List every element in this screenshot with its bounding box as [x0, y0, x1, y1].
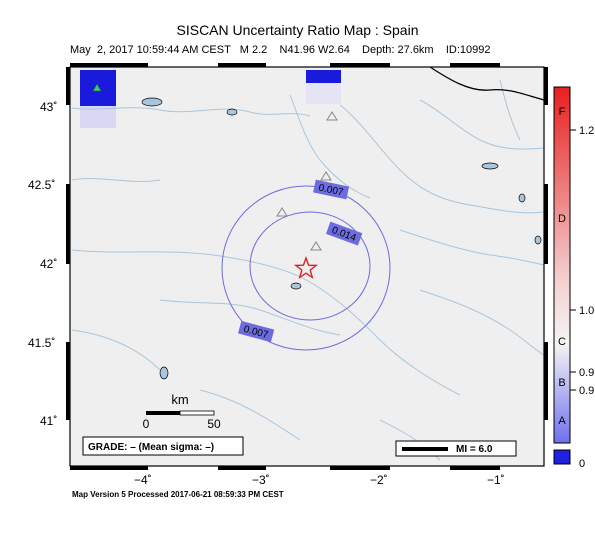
grade-box: GRADE: – (Mean sigma: –): [82, 436, 244, 456]
contour-label: 0.007: [313, 179, 350, 200]
lat-tick-label: 41˚: [40, 414, 57, 428]
uncertainty-cell: [306, 70, 341, 83]
event-subtitle: May 2, 2017 10:59:44 AM CEST M 2.2 N41.9…: [70, 44, 491, 56]
station-triangle-icon: [320, 171, 332, 181]
contour-inner: [249, 211, 371, 321]
svg-text:MI = 6.0: MI = 6.0: [456, 444, 493, 455]
colorbar-value: 0.9: [579, 385, 594, 397]
map-frame: [69, 66, 545, 467]
svg-text:GRADE: – (Mean sigma: –): GRADE: – (Mean sigma: –): [88, 442, 214, 453]
colorbar-grade: D: [558, 213, 566, 225]
lat-tick-label: 43˚: [40, 100, 57, 114]
mi-box: MI = 6.0: [395, 440, 517, 457]
map-title: SISCAN Uncertainty Ratio Map : Spain: [176, 22, 419, 38]
lakes: [141, 97, 542, 380]
scale-unit: km: [171, 392, 188, 407]
svg-text:0.007: 0.007: [318, 183, 345, 199]
epicenter-star-icon: [293, 255, 319, 280]
lat-tick-label: 42˚: [40, 257, 57, 271]
rivers: [71, 79, 545, 461]
lat-tick-label: 41.5˚: [28, 336, 55, 350]
border-line: [429, 66, 545, 101]
colorbar-grade: B: [558, 377, 565, 389]
station-triangle-icon: [92, 83, 102, 92]
colorbar-bottom-swatch: [553, 449, 571, 465]
colorbar-value: 1.2: [579, 125, 594, 137]
scale-start: 0: [143, 417, 150, 431]
uncertainty-cell: [80, 106, 116, 128]
stations: [276, 111, 338, 251]
lat-tick-label: 42.5˚: [28, 178, 55, 192]
colorbar-grade: A: [558, 415, 566, 427]
frame-border-ticks: [66, 63, 548, 470]
map-footer: Map Version 5 Processed 2017-06-21 08:59…: [72, 490, 284, 499]
station-triangle-icon: [326, 111, 338, 121]
colorbar-grade: F: [559, 106, 566, 118]
station-triangle-icon: [310, 241, 322, 251]
lon-tick-label: −4˚: [134, 473, 152, 487]
scale-bar: km 0 50: [143, 392, 221, 431]
colorbar-value: 0.9: [579, 367, 594, 379]
uncertainty-cell: [306, 83, 341, 104]
lon-tick-label: −2˚: [370, 473, 388, 487]
contour-outer: [221, 185, 391, 351]
lon-tick-label: −3˚: [252, 473, 270, 487]
colorbar: F D C B A 1.2 1.0 0.9 0.9 0: [553, 86, 594, 470]
uncertainty-contours: [221, 185, 391, 351]
scale-end: 50: [207, 417, 221, 431]
colorbar-value: 1.0: [579, 305, 594, 317]
lon-tick-label: −1˚: [487, 473, 505, 487]
map-land: [70, 67, 544, 466]
station-triangle-icon: [276, 207, 288, 217]
colorbar-value: 0: [579, 458, 585, 470]
colorbar-grade: C: [558, 336, 566, 348]
